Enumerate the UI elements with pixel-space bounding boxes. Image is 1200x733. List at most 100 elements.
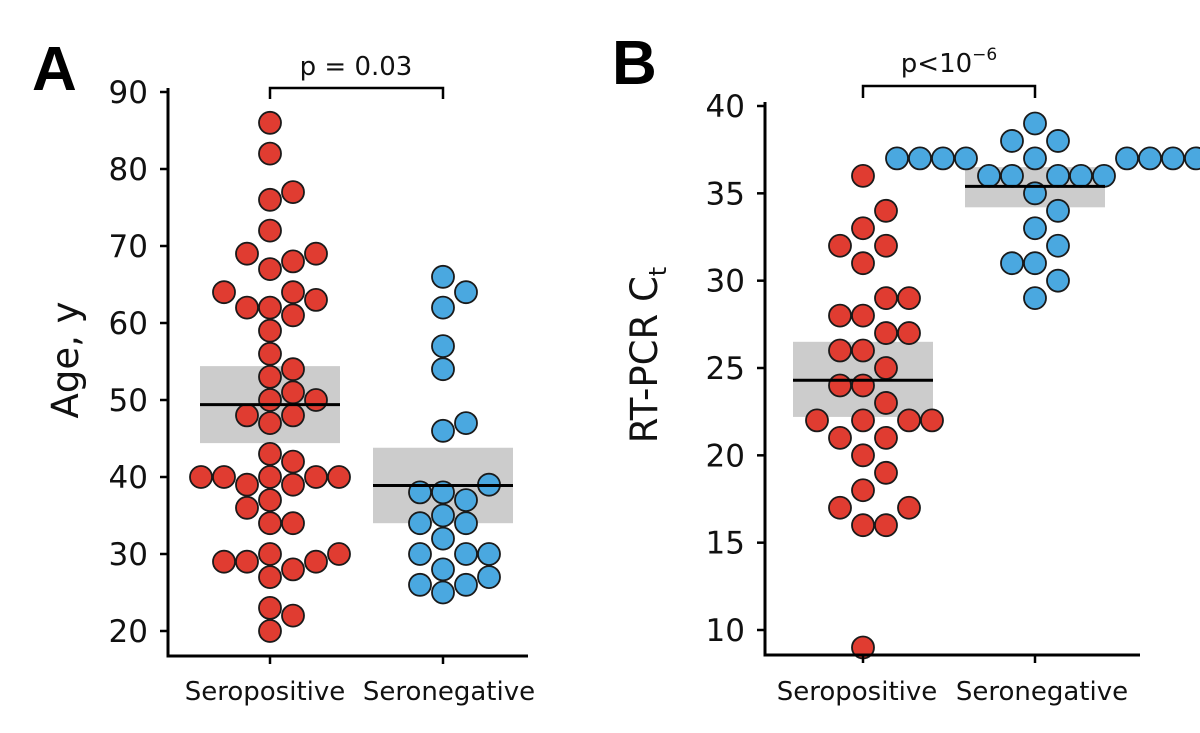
seropositive-point — [258, 110, 282, 135]
seronegative-point — [1023, 146, 1047, 171]
seropositive-point — [258, 565, 282, 589]
seronegative-point — [454, 572, 478, 597]
seropositive-point — [281, 280, 305, 305]
seronegative-point — [431, 580, 455, 605]
seropositive-point — [235, 295, 259, 320]
seropositive-point — [281, 180, 305, 205]
seropositive-point — [851, 338, 875, 363]
y-tick-label-10: 10 — [706, 613, 745, 649]
y-tick-label-15: 15 — [706, 526, 745, 562]
seropositive-point — [874, 198, 898, 223]
seropositive-point — [281, 357, 305, 382]
seropositive-point — [258, 411, 282, 436]
seropositive-point — [828, 338, 852, 363]
panel-b-y-axis-title-subscript: t — [644, 267, 672, 276]
seronegative-point — [1115, 146, 1139, 171]
seronegative-point — [1023, 286, 1047, 311]
seropositive-point — [235, 241, 259, 266]
panel-b-p-value: p<10−6 — [901, 45, 997, 79]
seropositive-point — [258, 542, 282, 566]
panel-a-y-axis-title: Age, y — [44, 302, 87, 419]
seronegative-point — [1000, 129, 1024, 153]
seronegative-point — [454, 411, 478, 436]
panel-a: A Age, y 20 30 40 50 60 70 80 90 p = 0.03 Serop… — [32, 35, 535, 707]
seropositive-point — [897, 495, 921, 520]
seropositive-point — [212, 280, 236, 305]
panel-b-points — [805, 111, 1200, 660]
panel-a-p-value: p = 0.03 — [300, 52, 413, 82]
seropositive-point — [851, 443, 875, 468]
seronegative-point — [977, 163, 1001, 188]
panel-b-mean-lines — [793, 184, 1105, 382]
seronegative-point — [954, 146, 978, 171]
seropositive-point — [874, 356, 898, 380]
panel-b-y-axis-title-main: RT-PCR C — [623, 276, 666, 443]
seropositive-point — [281, 303, 305, 328]
seropositive-point — [304, 388, 328, 412]
y-tick-label-20: 20 — [706, 438, 745, 474]
seropositive-point — [281, 249, 305, 274]
seronegative-point — [454, 542, 478, 566]
seronegative-point — [408, 542, 432, 566]
seropositive-point — [258, 596, 282, 620]
seronegative-point — [1046, 129, 1070, 153]
seropositive-point — [258, 257, 282, 282]
y-tick-label-40: 40 — [706, 89, 745, 125]
seropositive-point — [258, 488, 282, 513]
seropositive-point — [828, 233, 852, 258]
seropositive-point — [189, 465, 213, 489]
seropositive-point — [920, 408, 944, 433]
y-tick-label-20: 20 — [109, 614, 148, 650]
seropositive-point — [258, 341, 282, 366]
seronegative-point — [431, 295, 455, 320]
y-tick-label-30: 30 — [706, 264, 745, 300]
seropositive-point — [897, 321, 921, 345]
seronegative-point — [454, 511, 478, 536]
panel-b-p-value-exponent: −6 — [972, 45, 997, 65]
panel-a-axes: 20 30 40 50 60 70 80 90 — [109, 75, 528, 664]
seropositive-point — [258, 619, 282, 643]
seropositive-point — [258, 295, 282, 320]
panel-b: B RT-PCR Ct 10 15 20 25 30 35 40 p<10−6 Seropo… — [612, 29, 1200, 707]
panel-b-category-seropositive: Seropositive — [777, 677, 938, 707]
seropositive-point — [258, 364, 282, 389]
seronegative-point — [1000, 163, 1024, 188]
seropositive-point — [851, 251, 875, 276]
seronegative-point — [454, 280, 478, 305]
seropositive-point — [281, 380, 305, 405]
panel-b-significance-bracket — [861, 84, 1037, 98]
seropositive-point — [212, 465, 236, 489]
seronegative-point — [1023, 251, 1047, 276]
panel-a-mean-lines — [200, 403, 513, 487]
seropositive-point — [828, 495, 852, 520]
seropositive-point — [281, 472, 305, 497]
seronegative-point — [431, 503, 455, 528]
seronegative-point — [908, 146, 932, 171]
seropositive-point — [235, 403, 259, 428]
seropositive-point — [874, 513, 898, 538]
y-tick-label-25: 25 — [706, 351, 745, 387]
seronegative-point — [1046, 233, 1070, 258]
seropositive-point — [304, 241, 328, 266]
seropositive-point — [874, 391, 898, 415]
seronegative-point — [1138, 146, 1162, 171]
seropositive-point — [281, 557, 305, 582]
seropositive-point — [258, 465, 282, 489]
panel-b-axes: 10 15 20 25 30 35 40 — [706, 89, 1140, 663]
seropositive-point — [258, 388, 282, 412]
seronegative-point — [431, 264, 455, 289]
seronegative-point — [431, 357, 455, 382]
seropositive-point — [258, 218, 282, 243]
seronegative-point — [1184, 146, 1200, 171]
seropositive-point — [281, 603, 305, 628]
seronegative-point — [1161, 146, 1185, 171]
seropositive-point — [258, 318, 282, 343]
seronegative-point — [431, 557, 455, 582]
seronegative-point — [1046, 268, 1070, 293]
panel-a-category-seropositive: Seropositive — [185, 677, 346, 707]
seronegative-point — [1046, 163, 1070, 188]
seropositive-point — [897, 286, 921, 311]
panel-a-category-seronegative: Seronegative — [363, 677, 535, 707]
seronegative-point — [1069, 163, 1093, 188]
